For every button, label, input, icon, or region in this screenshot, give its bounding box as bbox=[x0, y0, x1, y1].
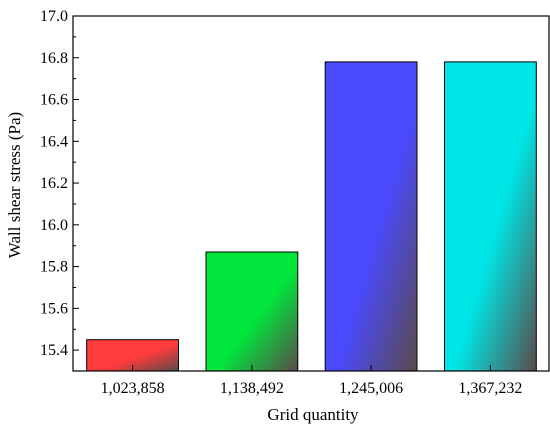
bar bbox=[205, 251, 299, 372]
y-tick-label: 15.6 bbox=[40, 300, 68, 317]
bar bbox=[324, 61, 418, 372]
x-axis-label: Grid quantity bbox=[267, 405, 359, 424]
y-tick-label: 17.0 bbox=[40, 8, 68, 25]
plot-frame bbox=[72, 15, 550, 372]
bar bbox=[444, 61, 537, 372]
y-tick-label: 16.4 bbox=[40, 133, 68, 150]
x-ticks-group: 1,023,858 1,138,492 1,245,006 1,367,232 bbox=[101, 365, 522, 397]
y-tick-label: 15.8 bbox=[40, 259, 68, 276]
x-tick-label: 1,023,858 bbox=[101, 380, 165, 397]
y-tick-label: 16.8 bbox=[40, 50, 68, 67]
bars-group bbox=[86, 61, 537, 372]
y-tick-label: 16.6 bbox=[40, 92, 68, 109]
y-tick-label: 15.4 bbox=[40, 342, 68, 359]
y-tick-label: 16.0 bbox=[40, 217, 68, 234]
y-axis-label: Wall shear stress (Pa) bbox=[5, 112, 24, 258]
x-tick-label: 1,245,006 bbox=[339, 380, 403, 397]
axes-group bbox=[72, 15, 550, 372]
y-ticks-group: 15.4 15.6 15.8 16.0 16.2 16.4 16.6 16.8 17.0 bbox=[40, 8, 79, 359]
y-tick-label: 16.2 bbox=[40, 175, 68, 192]
x-tick-label: 1,138,492 bbox=[220, 380, 284, 397]
x-tick-label: 1,367,232 bbox=[458, 380, 522, 397]
